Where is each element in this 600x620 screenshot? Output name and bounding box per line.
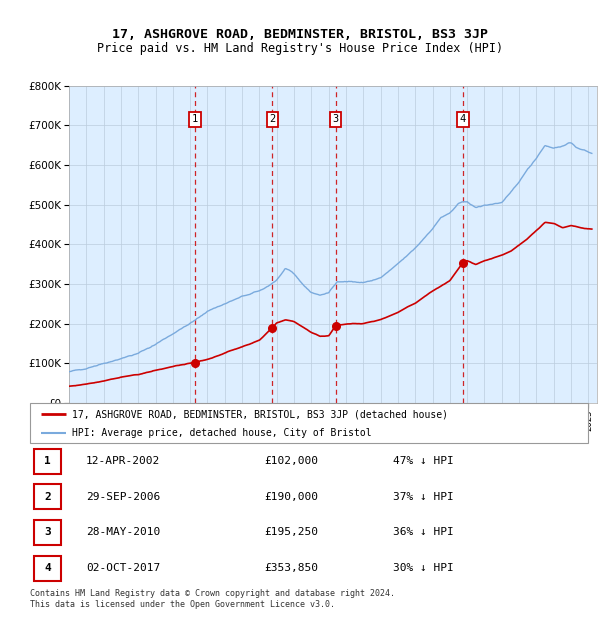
FancyBboxPatch shape: [34, 449, 61, 474]
Text: 36% ↓ HPI: 36% ↓ HPI: [392, 528, 454, 538]
Text: 3: 3: [332, 114, 339, 124]
Text: 1: 1: [44, 456, 51, 466]
Text: 37% ↓ HPI: 37% ↓ HPI: [392, 492, 454, 502]
Text: 4: 4: [460, 114, 466, 124]
FancyBboxPatch shape: [30, 403, 588, 443]
Text: 47% ↓ HPI: 47% ↓ HPI: [392, 456, 454, 466]
Text: 4: 4: [44, 563, 51, 573]
Text: Price paid vs. HM Land Registry's House Price Index (HPI): Price paid vs. HM Land Registry's House …: [97, 42, 503, 55]
Text: 17, ASHGROVE ROAD, BEDMINSTER, BRISTOL, BS3 3JP (detached house): 17, ASHGROVE ROAD, BEDMINSTER, BRISTOL, …: [72, 409, 448, 419]
Text: £102,000: £102,000: [265, 456, 319, 466]
Text: 29-SEP-2006: 29-SEP-2006: [86, 492, 160, 502]
Text: £190,000: £190,000: [265, 492, 319, 502]
FancyBboxPatch shape: [34, 556, 61, 580]
FancyBboxPatch shape: [34, 520, 61, 545]
Text: £195,250: £195,250: [265, 528, 319, 538]
Text: £353,850: £353,850: [265, 563, 319, 573]
Text: 2: 2: [44, 492, 51, 502]
Text: This data is licensed under the Open Government Licence v3.0.: This data is licensed under the Open Gov…: [30, 600, 335, 609]
Text: 17, ASHGROVE ROAD, BEDMINSTER, BRISTOL, BS3 3JP: 17, ASHGROVE ROAD, BEDMINSTER, BRISTOL, …: [112, 28, 488, 41]
Text: 02-OCT-2017: 02-OCT-2017: [86, 563, 160, 573]
Text: 3: 3: [44, 528, 51, 538]
Text: 1: 1: [192, 114, 198, 124]
Text: Contains HM Land Registry data © Crown copyright and database right 2024.: Contains HM Land Registry data © Crown c…: [30, 589, 395, 598]
Text: 2: 2: [269, 114, 275, 124]
Text: HPI: Average price, detached house, City of Bristol: HPI: Average price, detached house, City…: [72, 428, 371, 438]
FancyBboxPatch shape: [34, 484, 61, 509]
Text: 30% ↓ HPI: 30% ↓ HPI: [392, 563, 454, 573]
Text: 28-MAY-2010: 28-MAY-2010: [86, 528, 160, 538]
Text: 12-APR-2002: 12-APR-2002: [86, 456, 160, 466]
